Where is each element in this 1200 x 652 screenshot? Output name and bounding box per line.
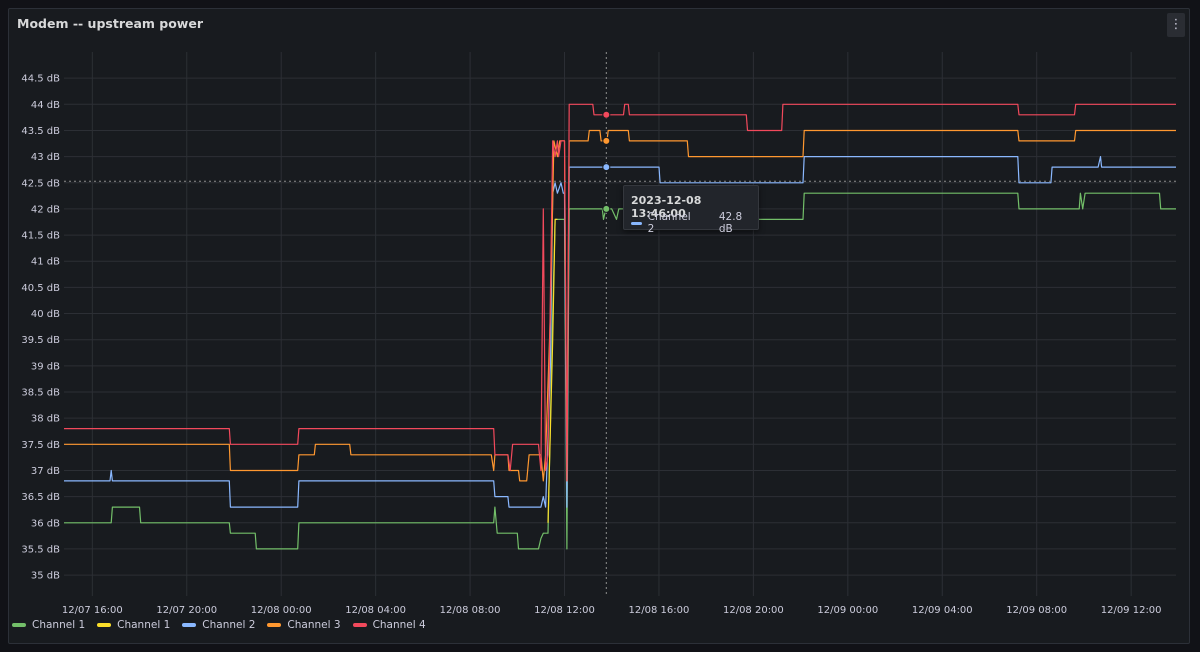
tooltip-value: 42.8 dB [718, 211, 743, 235]
y-tick-label: 41.5 dB [21, 231, 60, 242]
legend-label: Channel 1 [117, 619, 171, 631]
y-tick-label: 42.5 dB [21, 178, 60, 189]
y-tick-label: 40 dB [31, 309, 60, 320]
y-tick-label: 44 dB [31, 100, 60, 111]
y-tick-label: 38 dB [31, 414, 60, 425]
hover-point [602, 136, 611, 145]
y-tick-label: 40.5 dB [21, 283, 60, 294]
x-tick-label: 12/09 04:00 [912, 605, 973, 616]
vertical-ellipsis-icon: ⋮ [1169, 17, 1183, 32]
hover-point [602, 110, 611, 119]
y-tick-label: 41 dB [31, 257, 60, 268]
x-tick-label: 12/08 08:00 [440, 605, 501, 616]
legend-label: Channel 2 [202, 619, 256, 631]
tooltip-row: Channel 2 42.8 dB [631, 211, 758, 235]
x-tick-label: 12/08 16:00 [629, 605, 690, 616]
legend-swatch [97, 623, 112, 627]
hover-point [602, 204, 611, 213]
y-tick-label: 43 dB [31, 152, 60, 163]
y-tick-label: 37.5 dB [21, 440, 60, 451]
legend-label: Channel 3 [287, 619, 341, 631]
y-tick-label: 35 dB [31, 571, 60, 582]
series-line[interactable] [64, 129, 1176, 482]
series-line[interactable] [547, 218, 558, 523]
y-tick-label: 39 dB [31, 361, 60, 372]
y-tick-label: 43.5 dB [21, 126, 60, 137]
chart-panel: Modem -- upstream power ⋮ [8, 8, 1190, 644]
x-tick-label: 12/08 20:00 [723, 605, 784, 616]
x-tick-label: 12/07 20:00 [156, 605, 217, 616]
x-tick-label: 12/07 16:00 [62, 605, 123, 616]
legend-swatch [352, 623, 367, 627]
y-tick-label: 44.5 dB [21, 74, 60, 85]
legend-swatch [182, 623, 197, 627]
legend-item[interactable]: Channel 2 [182, 619, 255, 631]
tooltip-time: 2023-12-08 13:46:00 [631, 194, 702, 220]
chart-legend: Channel 1 Channel 1 Channel 2 Channel 3 Chan… [12, 619, 426, 631]
legend-item[interactable]: Channel 4 [352, 619, 426, 631]
x-tick-label: 12/08 00:00 [251, 605, 312, 616]
y-tick-label: 35.5 dB [21, 544, 60, 555]
x-tick-label: 12/08 12:00 [534, 605, 595, 616]
legend-label: Channel 4 [372, 619, 426, 631]
y-tick-label: 38.5 dB [21, 388, 60, 399]
x-tick-label: 12/08 04:00 [345, 605, 406, 616]
panel-menu-button[interactable]: ⋮ [1167, 13, 1185, 37]
legend-item[interactable]: Channel 1 [97, 619, 170, 631]
series-line[interactable] [64, 103, 1176, 482]
series-line[interactable] [64, 192, 1176, 550]
y-tick-label: 39.5 dB [21, 335, 60, 346]
hover-tooltip: 2023-12-08 13:46:00 Channel 2 42.8 dB [623, 185, 759, 235]
y-tick-label: 36 dB [31, 518, 60, 529]
x-tick-label: 12/09 08:00 [1006, 605, 1067, 616]
series-line[interactable] [64, 156, 1176, 508]
y-tick-label: 37 dB [31, 466, 60, 477]
x-tick-label: 12/09 12:00 [1101, 605, 1162, 616]
tooltip-series-name: Channel 2 [647, 211, 691, 235]
y-tick-label: 36.5 dB [21, 492, 60, 503]
legend-label: Channel 1 [32, 619, 86, 631]
legend-item[interactable]: Channel 3 [267, 619, 341, 631]
legend-item[interactable]: Channel 1 [12, 619, 85, 631]
x-tick-label: 12/09 00:00 [817, 605, 878, 616]
legend-swatch [12, 623, 26, 627]
legend-swatch [267, 623, 282, 627]
panel-title: Modem -- upstream power [17, 16, 203, 31]
tooltip-series-swatch [631, 221, 642, 225]
y-tick-label: 42 dB [31, 204, 60, 215]
hover-point [602, 163, 611, 172]
